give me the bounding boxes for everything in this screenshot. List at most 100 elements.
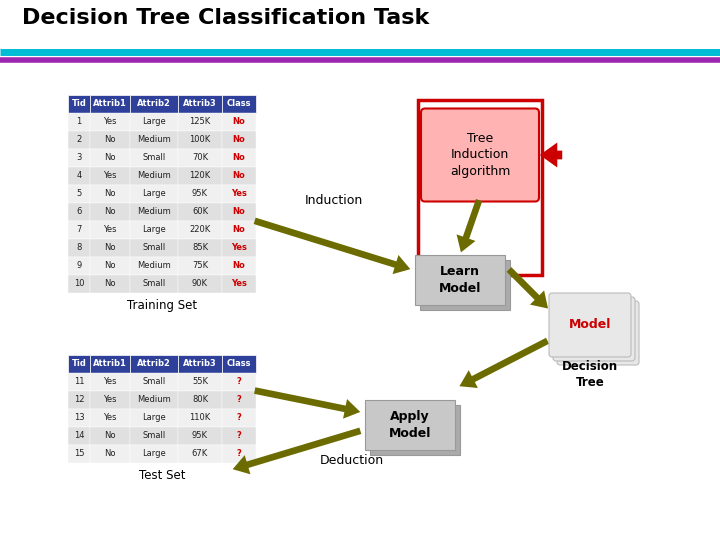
- Bar: [178, 257, 222, 275]
- Bar: [130, 221, 178, 239]
- Text: No: No: [233, 153, 246, 163]
- Bar: [68, 167, 90, 185]
- Bar: [68, 391, 90, 409]
- Bar: [420, 260, 510, 310]
- Text: Tid: Tid: [71, 360, 86, 368]
- Bar: [90, 427, 130, 445]
- Text: ?: ?: [237, 395, 241, 404]
- Text: 6: 6: [76, 207, 81, 217]
- Bar: [222, 239, 256, 257]
- Bar: [90, 275, 130, 293]
- Text: No: No: [233, 261, 246, 271]
- Text: No: No: [233, 207, 246, 217]
- Text: Medium: Medium: [137, 207, 171, 217]
- Text: Large: Large: [142, 190, 166, 199]
- Text: Large: Large: [142, 226, 166, 234]
- Text: No: No: [233, 172, 246, 180]
- Text: Test Set: Test Set: [139, 469, 185, 482]
- Text: No: No: [104, 207, 116, 217]
- Bar: [68, 409, 90, 427]
- Bar: [68, 113, 90, 131]
- Bar: [178, 275, 222, 293]
- Bar: [178, 149, 222, 167]
- Bar: [90, 257, 130, 275]
- Text: Medium: Medium: [137, 172, 171, 180]
- Text: Tid: Tid: [71, 99, 86, 109]
- Bar: [222, 355, 256, 373]
- Bar: [90, 239, 130, 257]
- Bar: [370, 405, 460, 455]
- Text: Small: Small: [143, 431, 166, 441]
- Text: Yes: Yes: [103, 172, 117, 180]
- Bar: [90, 391, 130, 409]
- Bar: [68, 427, 90, 445]
- Text: ?: ?: [237, 431, 241, 441]
- Text: 12: 12: [73, 395, 84, 404]
- Text: Model: Model: [569, 319, 611, 332]
- Text: ?: ?: [237, 449, 241, 458]
- Text: Attrib2: Attrib2: [137, 360, 171, 368]
- Text: 110K: 110K: [189, 414, 211, 422]
- Text: 1: 1: [76, 118, 81, 126]
- Bar: [365, 400, 455, 450]
- Text: Yes: Yes: [103, 395, 117, 404]
- Text: 2: 2: [76, 136, 81, 145]
- Bar: [90, 167, 130, 185]
- Text: 14: 14: [73, 431, 84, 441]
- Bar: [222, 257, 256, 275]
- Text: 125K: 125K: [189, 118, 211, 126]
- Bar: [178, 95, 222, 113]
- Text: Medium: Medium: [137, 261, 171, 271]
- Bar: [90, 149, 130, 167]
- Text: 95K: 95K: [192, 190, 208, 199]
- Text: 120K: 120K: [189, 172, 211, 180]
- Text: Tree
Induction
algorithm: Tree Induction algorithm: [450, 132, 510, 179]
- Bar: [178, 445, 222, 463]
- Bar: [68, 257, 90, 275]
- Bar: [178, 409, 222, 427]
- Text: Attrib3: Attrib3: [183, 360, 217, 368]
- Text: 4: 4: [76, 172, 81, 180]
- Text: 90K: 90K: [192, 280, 208, 288]
- Bar: [222, 131, 256, 149]
- Text: Apply
Model: Apply Model: [389, 410, 431, 440]
- Bar: [178, 391, 222, 409]
- Text: 75K: 75K: [192, 261, 208, 271]
- Bar: [178, 373, 222, 391]
- Bar: [68, 131, 90, 149]
- Bar: [130, 373, 178, 391]
- Bar: [222, 275, 256, 293]
- Text: No: No: [233, 136, 246, 145]
- Text: No: No: [104, 280, 116, 288]
- Text: 80K: 80K: [192, 395, 208, 404]
- Text: Class: Class: [227, 99, 251, 109]
- Text: 55K: 55K: [192, 377, 208, 387]
- Bar: [178, 427, 222, 445]
- Bar: [178, 167, 222, 185]
- Bar: [222, 221, 256, 239]
- Bar: [415, 255, 505, 305]
- Bar: [130, 113, 178, 131]
- FancyBboxPatch shape: [553, 297, 635, 361]
- Text: No: No: [233, 226, 246, 234]
- Text: Yes: Yes: [103, 377, 117, 387]
- Bar: [222, 409, 256, 427]
- Bar: [68, 445, 90, 463]
- Text: 67K: 67K: [192, 449, 208, 458]
- Bar: [130, 355, 178, 373]
- Bar: [178, 113, 222, 131]
- Text: No: No: [104, 431, 116, 441]
- Text: 15: 15: [73, 449, 84, 458]
- Bar: [222, 149, 256, 167]
- Bar: [90, 445, 130, 463]
- Text: Medium: Medium: [137, 395, 171, 404]
- Bar: [68, 203, 90, 221]
- Text: Yes: Yes: [231, 190, 247, 199]
- Bar: [222, 185, 256, 203]
- FancyBboxPatch shape: [421, 109, 539, 201]
- Bar: [68, 373, 90, 391]
- Bar: [90, 221, 130, 239]
- Bar: [90, 185, 130, 203]
- Bar: [130, 391, 178, 409]
- Bar: [90, 355, 130, 373]
